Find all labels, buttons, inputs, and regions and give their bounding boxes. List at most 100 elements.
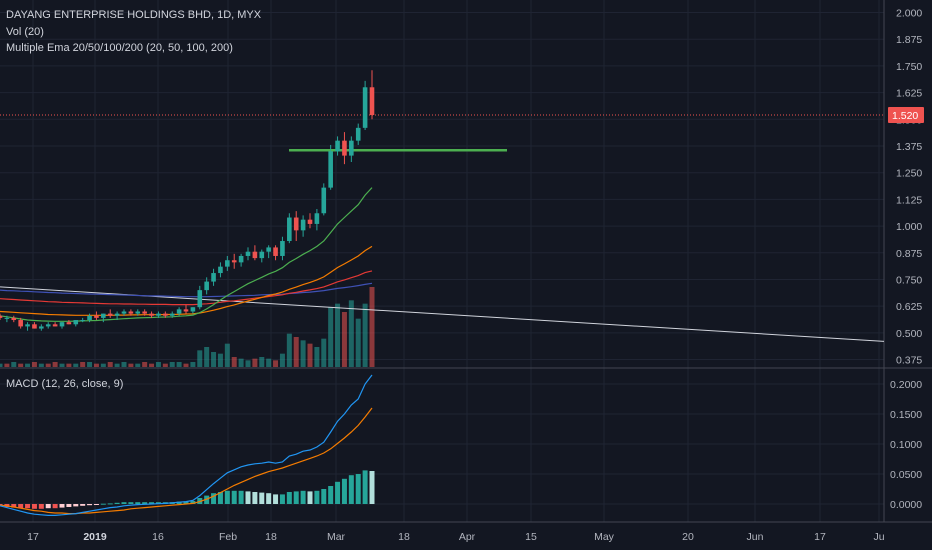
time-axis-tick-label: Jun [747,531,764,543]
volume-bar [341,312,347,367]
volume-bar [45,363,51,367]
volume-bar [142,362,148,367]
macd-histogram-bar [348,475,354,504]
volume-bar [66,363,72,367]
time-axis-tick-label: May [594,531,615,543]
volume-bar [328,307,334,367]
macd-histogram-bar [142,502,148,504]
volume-bar [355,318,361,367]
volume-bar [259,357,265,367]
candle-body [197,290,203,308]
macd-histogram-bar [369,471,375,504]
ema-indicator-label[interactable]: Multiple Ema 20/50/100/200 (20, 50, 100,… [6,42,233,54]
ema50-line [0,245,373,316]
macd-histogram-bar [224,490,230,504]
time-axis-tick-label: 17 [814,531,826,543]
candle-body [225,260,230,267]
macd-indicator-label[interactable]: MACD (12, 26, close, 9) [6,378,124,390]
macd-histogram-bar [321,489,327,504]
volume-bar [25,363,31,367]
volume-bar [190,362,196,367]
macd-histogram-bar [238,490,244,504]
time-axis-tick-label: 16 [152,531,164,543]
candle-body [342,140,347,156]
candle-body [163,313,168,316]
volume-bar [52,362,58,367]
macd-histogram-bar [73,504,79,507]
candle-body [18,320,23,327]
volume-bar [155,362,161,367]
volume-bar [87,362,93,367]
candle-body [314,213,320,224]
volume-bar [286,333,292,367]
macd-histogram-bar [114,502,120,504]
macd-histogram-bar [18,504,24,509]
macd-histogram-bar [93,504,99,505]
volume-bar [31,362,37,367]
symbol-title[interactable]: DAYANG ENTERPRISE HOLDINGS BHD, 1D, MYX [6,9,262,21]
macd-histogram-bar [314,490,320,504]
candle-body [218,266,223,274]
candle-body [94,315,99,318]
time-axis-tick-label: 18 [398,531,410,543]
candle-body [176,309,182,314]
price-axis-tick-label: 2.000 [896,8,922,20]
volume-bar [149,363,155,367]
macd-histogram-bar [87,504,93,506]
candle-body [231,260,237,263]
candle-body [80,320,85,322]
volume-bar [279,353,285,367]
macd-histogram-bar [80,504,86,506]
candle-body [169,313,175,316]
candle-body [156,313,161,316]
price-axis-tick-label: 0.375 [896,355,922,367]
volume-bar [293,337,299,367]
time-axis-tick-label: Mar [327,531,346,543]
volume-bar [11,362,17,367]
candle-body [259,251,265,259]
macd-histogram-bar [11,504,17,508]
candle-body [107,313,113,316]
volume-bar [183,363,189,367]
volume-bar [73,363,79,367]
volume-bar [204,347,210,367]
time-axis-tick-label: 18 [265,531,277,543]
macd-histogram-bar [128,502,134,504]
candle-body [362,87,368,128]
price-axis-tick-label: 0.750 [896,274,922,286]
volume-bar [38,363,44,367]
macd-histogram-bar [190,501,196,504]
volume-bar [93,363,99,367]
volume-indicator-label[interactable]: Vol (20) [6,26,44,38]
macd-histogram-bar [273,494,279,504]
macd-histogram-bar [307,491,313,504]
time-axis-tick-label: 20 [682,531,694,543]
macd-histogram-bar [286,492,292,504]
macd-histogram-bar [335,481,341,504]
candle-body [280,241,285,256]
macd-histogram-bar [149,502,155,504]
volume-bar [348,300,354,367]
macd-histogram-bar [300,490,306,504]
ema200-line [0,282,373,298]
volume-bar [162,363,168,367]
time-axis-tick-label: Apr [459,531,476,543]
volume-bar [238,358,244,367]
macd-histogram-bar [341,478,347,504]
macd-histogram-bar [45,504,51,509]
volume-bar [307,343,313,367]
candle-body [59,322,65,327]
candle-body [328,151,333,188]
candle-body [349,140,354,156]
macd-histogram-bar [279,494,285,504]
candle-body [273,247,278,256]
volume-bar [369,287,375,367]
price-axis-tick-label: 1.375 [896,141,922,153]
candle-body [245,251,251,256]
volume-bar [128,363,134,367]
candle-body [66,322,72,325]
volume-bar [245,360,251,367]
macd-histogram-bar [362,470,368,504]
macd-histogram-bar [355,474,361,504]
